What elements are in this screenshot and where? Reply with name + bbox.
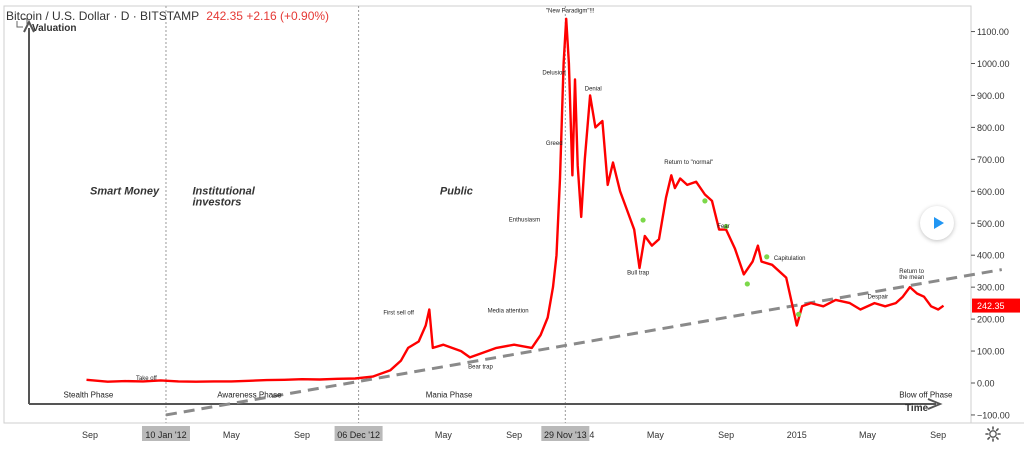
y-tick-label: 600.00: [977, 187, 1005, 197]
chart-annotation: Take off: [136, 376, 157, 382]
x-highlight-badge: [541, 426, 590, 441]
expand-icon: [16, 18, 28, 28]
chart-annotation: Despair: [867, 294, 888, 300]
x-tick-label: May: [859, 430, 877, 440]
time-axis-arrow: [927, 398, 943, 410]
y-tick-label: 200.00: [977, 315, 1005, 325]
y-tick-label: −100.00: [977, 410, 1010, 420]
cycle-marker-point: [795, 311, 802, 317]
x-highlight-badge: [141, 426, 190, 441]
x-tick-label: Sep: [930, 430, 946, 440]
x-tick-label: May: [223, 430, 241, 440]
x-highlight-label: 29 Nov '13: [544, 430, 587, 440]
chart-annotation: investors: [192, 197, 241, 209]
x-tick-label: May: [435, 430, 453, 440]
x-highlight-badge: [334, 426, 383, 441]
cycle-marker-point: [764, 254, 770, 260]
chart-annotation: the mean: [899, 275, 924, 281]
chart-annotation: Enthusiasm: [509, 218, 540, 224]
chart-header: Bitcoin / U.S. Dollar · D · BITSTAMP 242…: [6, 9, 329, 23]
y-tick-label: 1000.00: [977, 59, 1010, 69]
last-price-badge: [972, 298, 1020, 313]
symbol-title: Bitcoin / U.S. Dollar · D · BITSTAMP: [6, 9, 199, 23]
chart-annotation: "New Paradigm"!!!: [546, 8, 595, 14]
play-icon: [934, 217, 944, 229]
chart-annotation: Return to "normal": [664, 160, 713, 166]
chart-annotation: Capitulation: [774, 256, 806, 262]
x-highlight-label: 10 Jan '12: [145, 430, 186, 440]
y-tick-label: 1100.00: [977, 27, 1009, 37]
chart-annotation: Delusion: [542, 71, 565, 77]
gear-icon[interactable]: [985, 426, 1001, 442]
x-tick-label: 2015: [787, 430, 807, 440]
chart-annotation: Public: [440, 185, 473, 197]
x-tick-label: Sep: [718, 430, 734, 440]
expand-icon-corner-tr: [21, 18, 28, 25]
y-tick-label: 500.00: [977, 219, 1005, 229]
last-price-label: 242.35: [977, 301, 1005, 311]
chart-annotation: Media attention: [488, 309, 529, 315]
chart-annotation: Greed: [546, 141, 563, 147]
x-tick-label: Sep: [506, 430, 522, 440]
chart-annotation: Denial: [585, 87, 602, 93]
chart-annotation: Bear trap: [468, 365, 493, 371]
trend-line: [165, 268, 1003, 417]
chart-annotation: Mania Phase: [426, 390, 473, 399]
valuation-axis-label: Valuation: [32, 23, 76, 34]
y-tick-label: 0.00: [977, 379, 995, 389]
chart-annotation: Stealth Phase: [63, 390, 113, 399]
chart-annotation: Awareness Phase: [217, 390, 282, 399]
chart-annotation: Smart Money: [90, 185, 160, 197]
chart-annotation: Return to: [899, 269, 924, 275]
x-tick-label: Sep: [294, 430, 310, 440]
x-tick-label: 4: [589, 430, 594, 440]
cycle-marker-point: [640, 217, 646, 223]
time-axis-label: Time: [905, 403, 929, 414]
price-series-line: [86, 17, 945, 383]
x-tick-label: Sep: [82, 430, 98, 440]
chart-annotation: Fear: [717, 224, 729, 230]
y-tick-label: 800.00: [977, 123, 1005, 133]
chart-annotation: Blow off Phase: [899, 390, 953, 399]
play-button[interactable]: [920, 206, 954, 240]
cycle-marker-point: [723, 223, 729, 230]
y-tick-label: 300.00: [977, 283, 1005, 293]
x-tick-label: May: [647, 430, 665, 440]
price-change: 242.35 +2.16 (+0.90%): [206, 9, 330, 23]
y-tick-label: 700.00: [977, 155, 1005, 165]
expand-icon-corner-bl: [16, 21, 23, 28]
y-tick-label: 400.00: [977, 251, 1005, 261]
chart-annotation: First sell off: [383, 310, 414, 316]
valuation-axis-arrow: [23, 19, 35, 33]
y-tick-label: 100.00: [977, 347, 1005, 357]
chart-annotation: Bull trap: [627, 270, 650, 276]
chart-annotation: Institutional: [192, 185, 255, 197]
y-tick-label: 900.00: [977, 91, 1005, 101]
x-highlight-label: 06 Dec '12: [337, 430, 380, 440]
cycle-marker-point: [702, 198, 708, 204]
cycle-marker-point: [744, 281, 750, 287]
